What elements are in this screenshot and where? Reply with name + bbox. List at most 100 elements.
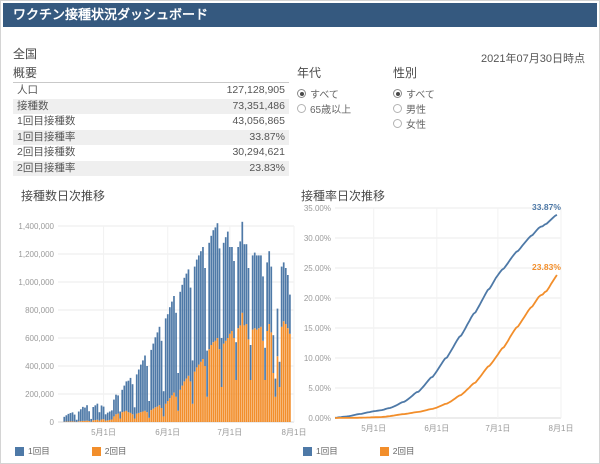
bar-dose1[interactable] (266, 262, 268, 331)
bar-dose1[interactable] (280, 266, 283, 327)
bar-dose1[interactable] (237, 247, 240, 329)
bar-dose2[interactable] (100, 419, 103, 422)
bar-dose2[interactable] (253, 328, 256, 422)
bar-dose2[interactable] (156, 406, 159, 422)
bar-dose1[interactable] (94, 405, 97, 421)
bar-dose2[interactable] (160, 408, 163, 422)
bar-dose2[interactable] (133, 418, 136, 423)
bar-dose1[interactable] (262, 276, 264, 341)
bar-dose1[interactable] (255, 255, 258, 330)
bar-dose2[interactable] (255, 329, 258, 422)
bar-dose2[interactable] (216, 338, 219, 422)
bar-dose1[interactable] (86, 405, 88, 421)
bar-dose1[interactable] (243, 244, 246, 326)
bar-dose1[interactable] (245, 244, 248, 324)
bar-dose2[interactable] (204, 366, 206, 422)
bar-dose2[interactable] (119, 418, 122, 423)
legend-item-1回目[interactable]: 1回目 (15, 445, 50, 457)
bar-dose1[interactable] (162, 391, 165, 417)
bar-dose2[interactable] (140, 412, 142, 422)
bar-dose2[interactable] (268, 324, 271, 422)
bar-dose1[interactable] (270, 266, 273, 333)
bar-dose2[interactable] (168, 398, 171, 422)
bar-dose1[interactable] (212, 230, 215, 343)
legend-item-1回目[interactable]: 1回目 (303, 445, 338, 457)
bar-dose2[interactable] (154, 407, 157, 422)
bar-dose2[interactable] (179, 389, 182, 422)
bar-dose1[interactable] (82, 406, 84, 421)
bar-dose2[interactable] (129, 412, 132, 422)
bar-dose1[interactable] (189, 287, 192, 382)
bar-dose1[interactable] (100, 405, 103, 420)
bar-dose1[interactable] (119, 411, 122, 419)
bar-dose1[interactable] (129, 377, 132, 413)
bar-dose2[interactable] (106, 420, 109, 422)
bar-dose2[interactable] (284, 324, 287, 422)
bar-dose1[interactable] (88, 411, 90, 422)
bar-dose2[interactable] (158, 405, 161, 422)
bar-dose1[interactable] (200, 251, 202, 362)
bar-dose2[interactable] (270, 332, 273, 422)
bar-dose1[interactable] (123, 385, 126, 412)
bar-dose2[interactable] (111, 419, 113, 422)
bar-dose1[interactable] (239, 241, 242, 326)
daily-doses-bar-chart[interactable]: 0 200,000 400,000 600,000 800,000 1,000,000 1,… (13, 199, 306, 441)
bar-dose1[interactable] (185, 273, 188, 379)
bar-dose2[interactable] (173, 392, 175, 422)
bar-dose1[interactable] (249, 345, 252, 380)
bar-dose2[interactable] (220, 387, 223, 422)
bar-dose2[interactable] (222, 343, 225, 422)
bar-dose2[interactable] (286, 328, 289, 422)
bar-dose2[interactable] (94, 420, 97, 422)
bar-dose1[interactable] (115, 394, 117, 415)
bar-dose2[interactable] (241, 312, 244, 422)
bar-dose2[interactable] (79, 421, 82, 422)
bar-dose2[interactable] (289, 333, 291, 422)
bar-dose2[interactable] (191, 403, 194, 422)
bar-dose2[interactable] (77, 421, 80, 422)
bar-dose2[interactable] (86, 420, 88, 422)
bar-dose1[interactable] (206, 350, 208, 397)
bar-dose1[interactable] (79, 409, 82, 422)
bar-dose1[interactable] (247, 268, 250, 340)
bar-dose2[interactable] (135, 413, 138, 422)
radio-option-age-1[interactable]: 65歳以上 (297, 101, 351, 116)
bar-dose1[interactable] (152, 343, 155, 409)
radio-option-gender-2[interactable]: 女性 (393, 116, 435, 131)
bar-dose2[interactable] (237, 328, 240, 422)
bar-dose1[interactable] (148, 401, 150, 418)
bar-dose1[interactable] (175, 312, 177, 397)
bar-dose2[interactable] (104, 420, 107, 422)
bar-dose2[interactable] (262, 340, 264, 422)
bar-dose1[interactable] (264, 347, 266, 380)
bar-dose1[interactable] (210, 235, 213, 345)
bar-dose2[interactable] (144, 410, 146, 422)
bar-dose1[interactable] (224, 237, 227, 341)
bar-dose1[interactable] (216, 223, 219, 338)
bar-dose1[interactable] (222, 242, 225, 344)
bar-dose2[interactable] (88, 421, 90, 422)
bar-dose1[interactable] (108, 411, 111, 420)
bar-dose2[interactable] (235, 380, 237, 422)
bar-dose1[interactable] (272, 335, 275, 373)
bar-dose1[interactable] (65, 415, 68, 422)
bar-dose2[interactable] (150, 410, 153, 422)
bar-dose2[interactable] (152, 408, 155, 422)
bar-dose2[interactable] (195, 367, 198, 422)
bar-dose2[interactable] (82, 420, 84, 422)
radio-option-gender-0[interactable]: すべて (393, 86, 435, 101)
bar-dose2[interactable] (260, 326, 262, 422)
bar-dose1[interactable] (226, 231, 229, 338)
bar-dose2[interactable] (276, 356, 279, 422)
bar-dose2[interactable] (125, 410, 128, 422)
bar-dose1[interactable] (125, 381, 128, 411)
rate-line-1回目[interactable] (334, 214, 558, 419)
bar-dose1[interactable] (77, 411, 80, 422)
bar-dose1[interactable] (179, 291, 182, 390)
bar-dose2[interactable] (212, 342, 215, 422)
bar-dose2[interactable] (166, 401, 169, 422)
bar-dose2[interactable] (224, 340, 227, 422)
bar-dose2[interactable] (121, 412, 124, 422)
bar-dose2[interactable] (245, 324, 248, 422)
bar-dose1[interactable] (166, 314, 169, 401)
